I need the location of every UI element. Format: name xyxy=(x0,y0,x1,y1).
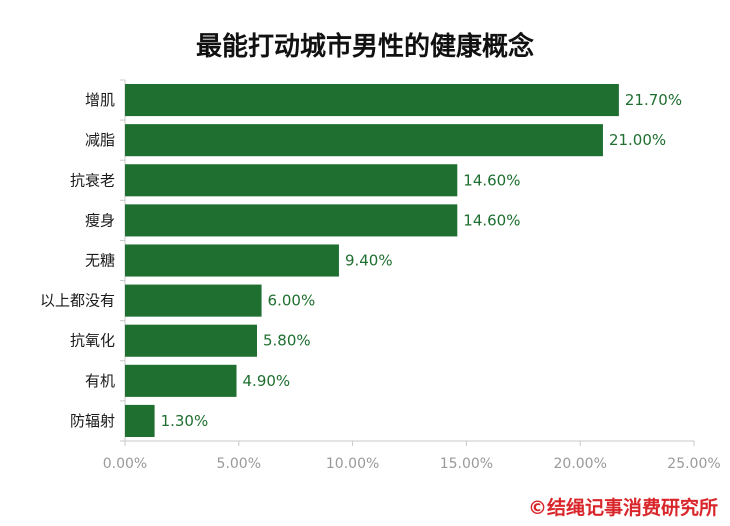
bar-1 xyxy=(125,124,603,157)
bar-6 xyxy=(125,324,258,357)
value-label: 9.40% xyxy=(345,252,393,270)
value-label: 1.30% xyxy=(161,412,209,430)
value-label: 6.00% xyxy=(268,292,316,310)
bar-7 xyxy=(125,364,237,397)
bar-group xyxy=(125,84,619,437)
x-tick-labels: 0.00% 5.00% 10.00% 15.00% 20.00% 25.00% xyxy=(103,441,721,472)
category-label: 瘦身 xyxy=(85,211,115,229)
category-label: 增肌 xyxy=(85,91,115,109)
x-tick-label: 10.00% xyxy=(326,456,379,472)
value-labels: 21.70% 21.00% 14.60% 14.60% 9.40% 6.00% 5.80% 4… xyxy=(161,91,683,430)
copyright-text: ©结绳记事消费研究所 xyxy=(527,497,718,519)
category-label: 以上都没有 xyxy=(40,292,115,310)
x-tick-label: 25.00% xyxy=(667,456,720,472)
value-label: 21.70% xyxy=(625,91,682,109)
bar-5 xyxy=(125,284,262,317)
category-label: 抗衰老 xyxy=(70,171,115,189)
x-tick-label: 0.00% xyxy=(103,456,147,472)
category-label: 无糖 xyxy=(85,252,115,270)
value-label: 14.60% xyxy=(463,211,520,229)
category-label: 防辐射 xyxy=(70,412,115,430)
bar-4 xyxy=(125,244,339,277)
bar-8 xyxy=(125,404,155,437)
value-label: 14.60% xyxy=(463,171,520,189)
value-label: 5.80% xyxy=(263,332,311,350)
x-tick-label: 15.00% xyxy=(440,456,493,472)
category-label: 有机 xyxy=(85,372,115,390)
x-tick-label: 5.00% xyxy=(217,456,261,472)
value-label: 4.90% xyxy=(243,372,291,390)
bar-3 xyxy=(125,204,458,237)
bar-0 xyxy=(125,84,619,117)
chart-title: 最能打动城市男性的健康概念 xyxy=(195,32,534,62)
category-label: 抗氧化 xyxy=(70,332,115,350)
x-tick-label: 20.00% xyxy=(554,456,607,472)
bar-2 xyxy=(125,164,458,197)
category-label: 减脂 xyxy=(85,131,115,149)
value-label: 21.00% xyxy=(609,131,666,149)
